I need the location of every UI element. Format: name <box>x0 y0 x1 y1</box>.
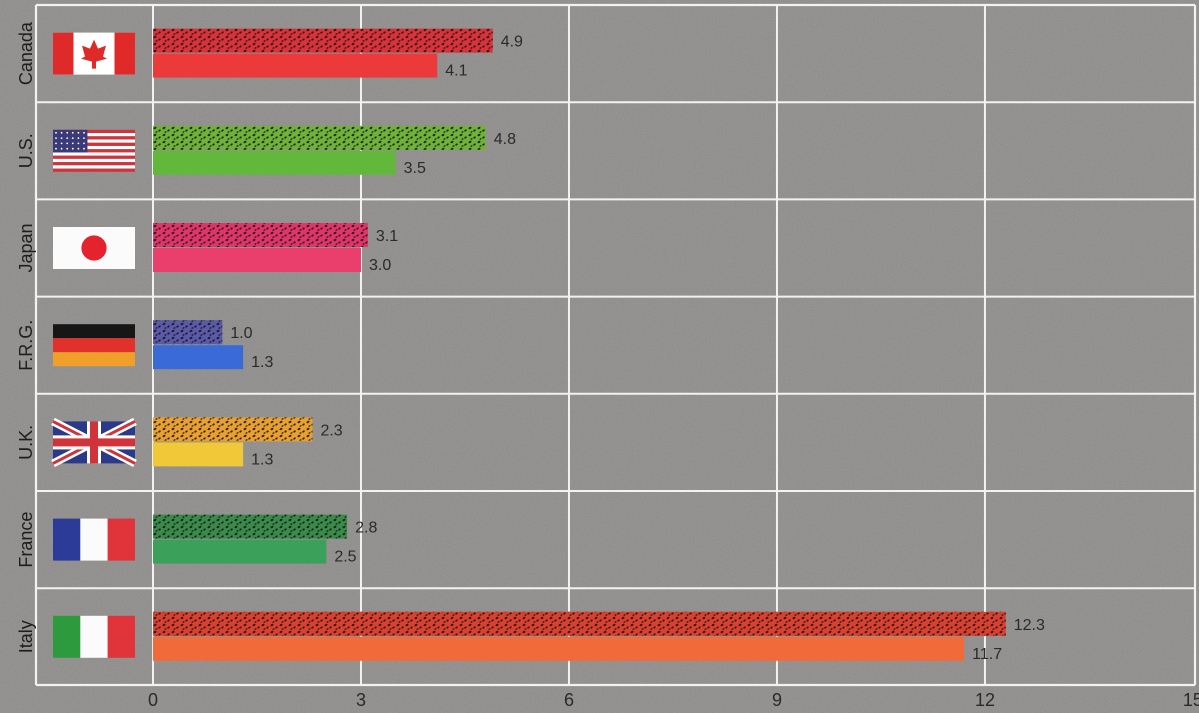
category-label: U.K. <box>16 425 36 460</box>
value-label: 2.8 <box>355 520 377 537</box>
value-label: 4.8 <box>494 131 516 148</box>
bar-solid <box>153 345 244 370</box>
germany-flag-icon <box>53 324 135 367</box>
category-label: F.R.G. <box>16 320 36 371</box>
value-label: 4.1 <box>445 63 467 80</box>
value-label: 1.3 <box>251 354 273 371</box>
category-label: Italy <box>16 620 36 653</box>
x-tick-label: 6 <box>564 690 574 710</box>
category-label: Japan <box>16 223 36 272</box>
category-label: France <box>16 512 36 568</box>
value-label: 3.0 <box>369 257 391 274</box>
x-tick-label: 15 <box>1183 690 1199 710</box>
us-flag-icon <box>53 129 135 172</box>
bar-speckled-texture <box>153 28 493 53</box>
x-tick-label: 9 <box>772 690 782 710</box>
bar-speckled-texture <box>153 223 368 247</box>
bar-solid <box>153 539 327 564</box>
value-label: 4.9 <box>501 34 523 51</box>
x-tick-label: 12 <box>975 690 995 710</box>
value-label: 1.3 <box>251 451 273 468</box>
bar-solid <box>153 150 396 175</box>
france-flag-icon <box>53 518 135 561</box>
bar-speckled-texture <box>153 611 1006 636</box>
bar-speckled-texture <box>153 514 348 539</box>
bar-speckled-texture <box>153 125 486 150</box>
bar-solid <box>153 636 965 661</box>
bar-solid <box>153 53 438 78</box>
value-label: 11.7 <box>972 646 1002 663</box>
italy-flag-icon <box>53 615 135 658</box>
x-tick-label: 0 <box>148 690 158 710</box>
value-label: 3.1 <box>376 228 398 245</box>
value-label: 3.5 <box>404 160 426 177</box>
x-tick-label: 3 <box>356 690 366 710</box>
uk-flag-icon <box>51 417 137 467</box>
bar-speckled-texture <box>153 417 313 442</box>
bar-speckled-texture <box>153 320 223 345</box>
value-label: 2.3 <box>320 422 342 439</box>
bar-solid <box>153 442 244 467</box>
category-label: Canada <box>16 21 36 85</box>
value-label: 12.3 <box>1014 617 1045 634</box>
bar-solid <box>153 248 361 272</box>
value-label: 1.0 <box>230 325 252 342</box>
category-label: U.S. <box>16 133 36 168</box>
value-label: 2.5 <box>334 549 356 566</box>
canada-flag-icon <box>53 32 135 75</box>
japan-flag-icon <box>53 227 135 269</box>
